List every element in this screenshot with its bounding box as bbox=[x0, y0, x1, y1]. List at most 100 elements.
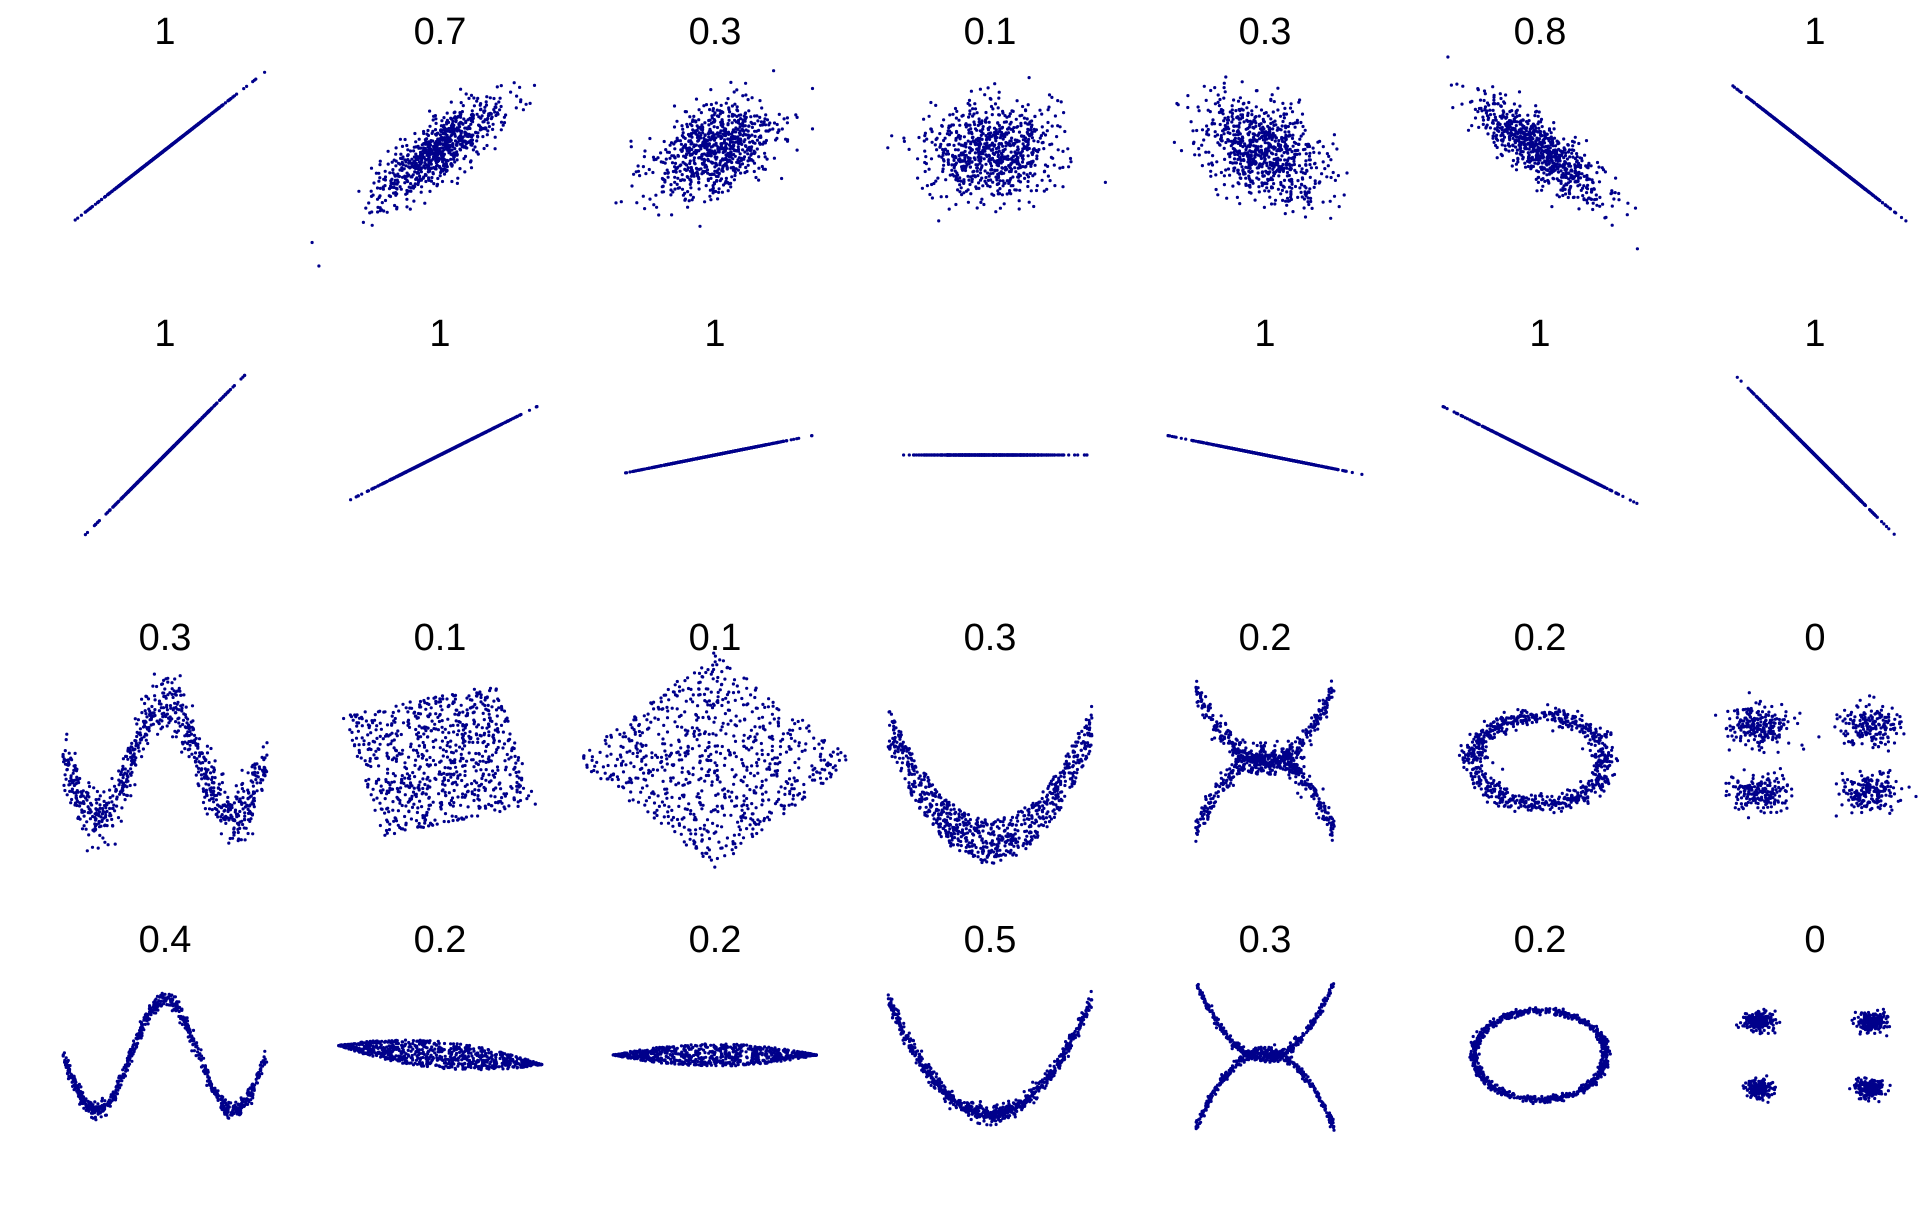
scatter-point bbox=[453, 111, 456, 114]
scatter-point bbox=[713, 111, 716, 114]
scatter-point bbox=[447, 151, 450, 154]
scatter-point bbox=[1016, 145, 1019, 148]
scatter-point bbox=[734, 167, 737, 170]
scatter-point bbox=[533, 84, 536, 87]
scatter-point bbox=[742, 130, 745, 133]
scatter-point bbox=[1291, 110, 1294, 113]
scatter-point bbox=[1483, 99, 1486, 102]
scatter-point bbox=[1053, 164, 1056, 167]
scatter-point bbox=[1286, 197, 1289, 200]
scatter-point bbox=[1283, 186, 1286, 189]
scatter-point bbox=[1043, 170, 1046, 173]
scatter-point bbox=[725, 177, 728, 180]
scatter-point bbox=[1518, 90, 1521, 93]
scatter-point bbox=[938, 146, 941, 149]
scatter-point bbox=[460, 101, 463, 104]
scatter-point bbox=[1300, 191, 1303, 194]
scatter-point bbox=[1515, 168, 1518, 171]
scatter-point bbox=[1224, 141, 1227, 144]
scatter-point bbox=[947, 152, 950, 155]
scatter-point bbox=[420, 170, 423, 173]
scatter-point bbox=[1295, 149, 1298, 152]
scatter-point bbox=[1598, 196, 1601, 199]
scatter-point bbox=[1532, 123, 1535, 126]
scatter-point bbox=[406, 158, 409, 161]
scatter-point bbox=[1279, 181, 1282, 184]
scatter-point bbox=[722, 183, 725, 186]
scatter-point bbox=[733, 103, 736, 106]
panel-label: 0.8 bbox=[1514, 11, 1567, 53]
scatter-point bbox=[1537, 120, 1540, 123]
scatter-point bbox=[994, 210, 997, 213]
scatter-point bbox=[405, 198, 408, 201]
scatter-point bbox=[952, 144, 955, 147]
scatter-point bbox=[1300, 135, 1303, 138]
scatter-point bbox=[1494, 118, 1497, 121]
scatter-point bbox=[988, 121, 991, 124]
scatter-point bbox=[713, 170, 716, 173]
scatter-point bbox=[1028, 76, 1031, 79]
scatter-point bbox=[1556, 166, 1559, 169]
scatter-point bbox=[1522, 138, 1525, 141]
scatter-point bbox=[1518, 114, 1521, 117]
scatter-point bbox=[948, 113, 951, 116]
scatter-point bbox=[1553, 127, 1556, 130]
scatter-point bbox=[1283, 112, 1286, 115]
scatter-point bbox=[1008, 140, 1011, 143]
scatter-point bbox=[689, 186, 692, 189]
scatter-point bbox=[1291, 210, 1294, 213]
scatter-point bbox=[1007, 131, 1010, 134]
scatter-point bbox=[1051, 125, 1054, 128]
scatter-point bbox=[440, 124, 443, 127]
scatter-point bbox=[697, 181, 700, 184]
scatter-point bbox=[1245, 128, 1248, 131]
scatter-point bbox=[1275, 162, 1278, 165]
scatter-point bbox=[1311, 207, 1314, 210]
scatter-point bbox=[961, 167, 964, 170]
scatter-point bbox=[1545, 173, 1548, 176]
scatter-point bbox=[417, 172, 420, 175]
scatter-point bbox=[1323, 167, 1326, 170]
scatter-point bbox=[699, 128, 702, 131]
scatter-point bbox=[182, 134, 185, 137]
scatter-point bbox=[701, 142, 704, 145]
scatter-point bbox=[747, 109, 750, 112]
scatter-point bbox=[1104, 181, 1107, 184]
scatter-point bbox=[1018, 207, 1021, 210]
scatter-point bbox=[473, 145, 476, 148]
scatter-point bbox=[963, 135, 966, 138]
scatter-point bbox=[1476, 110, 1479, 113]
scatter-point bbox=[1554, 155, 1557, 158]
scatter-point bbox=[674, 168, 677, 171]
scatter-point bbox=[726, 123, 729, 126]
scatter-point bbox=[450, 101, 453, 104]
scatter-point bbox=[1293, 169, 1296, 172]
scatter-point bbox=[1265, 151, 1268, 154]
scatter-point bbox=[1244, 166, 1247, 169]
scatter-point bbox=[721, 191, 724, 194]
scatter-point bbox=[432, 172, 435, 175]
scatter-point bbox=[1216, 133, 1219, 136]
scatter-point bbox=[709, 177, 712, 180]
scatter-point bbox=[734, 155, 737, 158]
scatter-point bbox=[413, 185, 416, 188]
scatter-point bbox=[480, 128, 483, 131]
scatter-point bbox=[387, 163, 390, 166]
scatter-point bbox=[1493, 141, 1496, 144]
scatter-point bbox=[1326, 152, 1329, 155]
scatter-point bbox=[1279, 115, 1282, 118]
scatter-point bbox=[710, 103, 713, 106]
scatter-point bbox=[1224, 75, 1227, 78]
scatter-point bbox=[410, 158, 413, 161]
scatter-point bbox=[471, 109, 474, 112]
scatter-point bbox=[938, 132, 941, 135]
scatter-point bbox=[1218, 144, 1221, 147]
scatter-point bbox=[446, 112, 449, 115]
scatter-point bbox=[781, 127, 784, 130]
scatter-point bbox=[923, 139, 926, 142]
scatter-point bbox=[669, 188, 672, 191]
scatter-point bbox=[691, 198, 694, 201]
scatter-point bbox=[1018, 131, 1021, 134]
scatter-point bbox=[1236, 196, 1239, 199]
scatter-point bbox=[697, 118, 700, 121]
